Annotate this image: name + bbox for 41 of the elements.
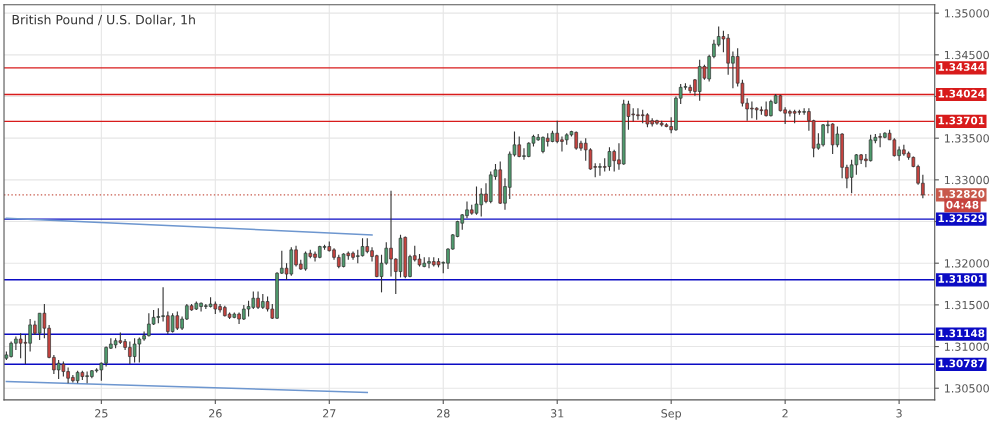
candlestick xyxy=(303,250,308,272)
ref-line-label: 1.31148 xyxy=(938,329,985,338)
ref-line-label: 1.33701 xyxy=(938,116,985,125)
x-tick-label: 2 xyxy=(782,409,788,418)
y-tick-label: 1.35000 xyxy=(944,9,989,18)
x-tick-label: 26 xyxy=(209,409,222,418)
candlestick xyxy=(854,153,859,176)
y-tick-label: 1.32000 xyxy=(944,259,989,268)
y-tick-label: 1.31000 xyxy=(944,342,989,351)
y-tick-label: 1.31500 xyxy=(944,300,989,310)
ref-line-label: 1.31801 xyxy=(938,274,985,283)
text: 04:48 xyxy=(946,200,979,209)
candlestick xyxy=(830,122,835,155)
ref-line-label: 1.32820 xyxy=(938,190,985,198)
candlestick xyxy=(137,336,142,363)
text: British Pound / U.S. Dollar, 1h xyxy=(12,14,195,26)
ref-line-label: 1.30787 xyxy=(938,359,985,368)
candlestick xyxy=(474,185,479,216)
candlestick xyxy=(175,310,180,331)
candlestick xyxy=(360,237,365,258)
y-tick-label: 1.34500 xyxy=(944,50,989,60)
y-tick-label: 1.30500 xyxy=(944,384,989,393)
x-tick-label: 3 xyxy=(896,409,902,418)
candlestick xyxy=(37,312,42,341)
x-tick-label: Sep xyxy=(661,409,682,420)
x-tick-label: 31 xyxy=(551,409,564,418)
x-tick-label: 25 xyxy=(95,409,108,418)
ref-line-label: 1.34024 xyxy=(938,89,985,98)
y-tick-label: 1.33000 xyxy=(944,175,989,185)
candlestick xyxy=(56,359,61,380)
ref-line-label: 1.32529 xyxy=(938,214,985,223)
candlestick xyxy=(588,147,593,171)
candlestick xyxy=(132,337,137,363)
x-tick-label: 28 xyxy=(437,409,450,418)
candlestick xyxy=(892,137,897,158)
y-tick-label: 1.33500 xyxy=(944,134,989,143)
x-tick-label: 27 xyxy=(323,409,336,418)
candlestick xyxy=(607,146,612,172)
candlestick xyxy=(868,134,873,163)
ref-line-label: 1.34344 xyxy=(938,62,985,71)
candlestick xyxy=(18,332,23,359)
